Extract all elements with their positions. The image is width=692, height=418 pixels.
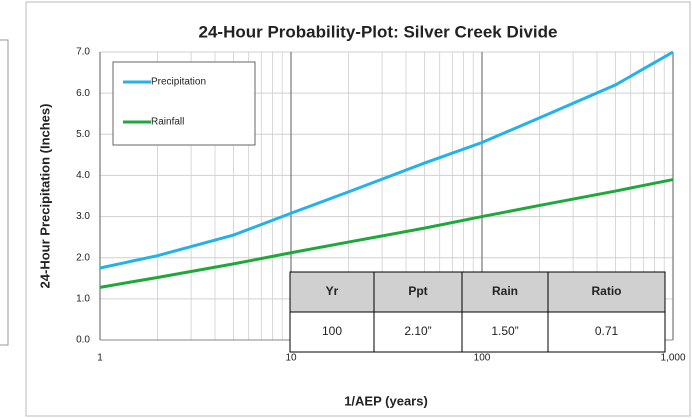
- table-cell: [373, 311, 463, 353]
- x-axis-label: 1/AEP (years): [344, 393, 428, 408]
- table-value: 2.10”: [404, 324, 431, 338]
- y-tick-label: 6.0: [76, 88, 90, 99]
- table-header: Yr: [326, 284, 339, 298]
- series-line: [99, 178, 674, 289]
- table-header: Ratio: [592, 284, 622, 298]
- table-header-cell: [289, 271, 375, 313]
- y-tick-label: 1.0: [76, 293, 90, 304]
- y-tick-label: 7.0: [76, 47, 90, 58]
- y-tick-label: 4.0: [76, 170, 90, 181]
- y-tick-label: 5.0: [76, 129, 90, 140]
- x-tick-label: 1: [97, 353, 103, 364]
- table-header: Ppt: [408, 284, 427, 298]
- legend-box: [112, 61, 256, 146]
- table-cell: [547, 311, 666, 353]
- x-tick-label: 100: [474, 353, 491, 364]
- y-tick-label: 2.0: [76, 252, 90, 263]
- legend-label: Precipitation: [151, 77, 206, 88]
- legend-label: Rainfall: [151, 117, 184, 128]
- table-value: 100: [322, 324, 342, 338]
- y-axis-label: 24-Hour Precipitation (Inches): [37, 104, 52, 289]
- chart-title: 24-Hour Probability-Plot: Silver Creek D…: [199, 22, 558, 41]
- table-cell: [289, 311, 375, 353]
- side-panel: [0, 39, 9, 346]
- y-tick-label: 0.0: [76, 335, 90, 346]
- y-tick-label: 3.0: [76, 211, 90, 222]
- x-tick-label: 10: [285, 353, 297, 364]
- table-header: Rain: [492, 284, 518, 298]
- table-header-cell: [547, 271, 666, 313]
- table-value: 0.71: [595, 324, 619, 338]
- series-line: [99, 50, 674, 270]
- x-tick-label: 1,000: [660, 353, 685, 364]
- table-value: 1.50”: [491, 324, 518, 338]
